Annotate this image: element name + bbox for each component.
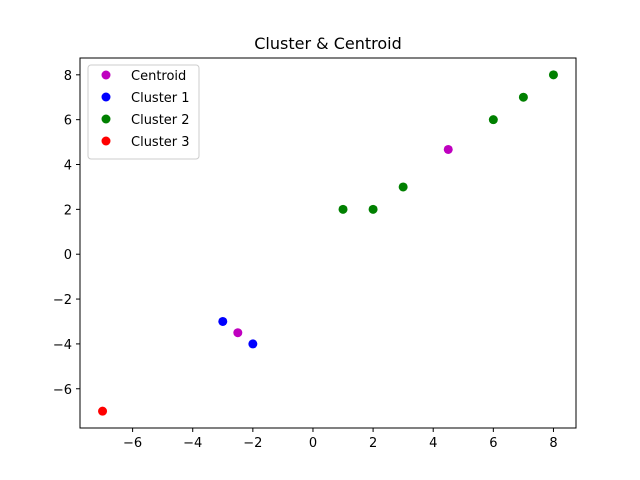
y-tick-label: −2 [53,293,72,308]
y-tick-label: 4 [64,159,72,174]
x-tick-label: 8 [549,436,557,451]
x-tick-label: −2 [243,436,262,451]
axis-ticks: −6 −4 −2 0 2 4 6 8 −6 −4 −2 0 2 4 6 8 [53,69,558,451]
y-tick-label: −6 [53,383,72,398]
y-tick-label: −4 [53,338,72,353]
cluster-1-point [218,316,228,326]
y-tick-label: 6 [64,114,72,129]
legend-box [87,64,200,160]
cluster-2-point [488,115,498,125]
legend-marker-centroid [101,70,111,80]
cluster-2-point [368,204,378,214]
legend: Centroid Cluster 1 Cluster 2 Cluster 3 [87,64,200,160]
cluster-1-point [248,339,258,349]
cluster-2-point [548,70,558,80]
legend-marker-cluster-1 [101,92,111,102]
legend-label-centroid: Centroid [131,69,186,84]
x-tick-label: 6 [489,436,497,451]
x-tick-label: 0 [309,436,317,451]
x-tick-label: −6 [123,436,142,451]
legend-marker-cluster-2 [101,114,111,124]
x-tick-label: 4 [429,436,437,451]
cluster-2-point [518,92,528,102]
cluster-2-point [398,182,408,192]
y-tick-label: 2 [64,203,72,218]
y-tick-label: 0 [64,248,72,263]
data-points [98,70,558,416]
x-tick-label: −4 [183,436,202,451]
plot-area-frame [79,57,577,429]
legend-label-cluster-3: Cluster 3 [131,135,190,150]
y-tick-label: 8 [64,69,72,84]
centroid-point [233,328,243,338]
x-tick-label: 2 [369,436,377,451]
legend-label-cluster-1: Cluster 1 [131,91,190,106]
legend-label-cluster-2: Cluster 2 [131,113,190,128]
cluster-2-point [338,204,348,214]
centroid-point [443,144,453,154]
legend-marker-cluster-3 [101,136,111,146]
cluster-3-point [98,406,108,416]
chart-title: Cluster & Centroid [254,34,401,53]
